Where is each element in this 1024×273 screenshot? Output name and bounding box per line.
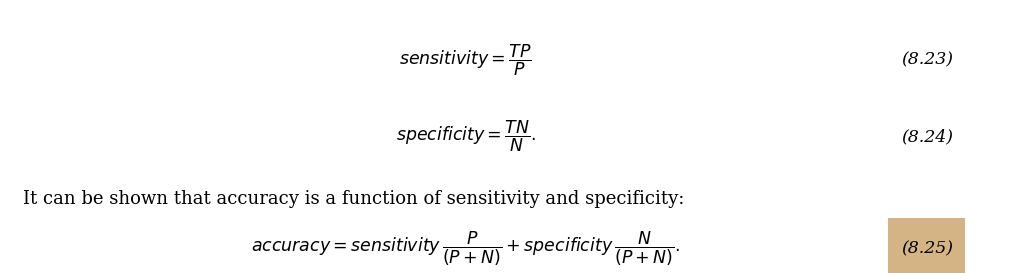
Text: $\mathit{sensitivity} = \dfrac{TP}{P}$: $\mathit{sensitivity} = \dfrac{TP}{P}$ bbox=[399, 42, 532, 78]
FancyBboxPatch shape bbox=[889, 218, 965, 273]
Text: It can be shown that accuracy is a function of sensitivity and specificity:: It can be shown that accuracy is a funct… bbox=[23, 190, 684, 208]
Text: (8.24): (8.24) bbox=[901, 128, 952, 145]
Text: $\mathit{specificity} = \dfrac{TN}{N}.$: $\mathit{specificity} = \dfrac{TN}{N}.$ bbox=[395, 119, 537, 154]
Text: (8.25): (8.25) bbox=[901, 240, 952, 257]
Text: (8.23): (8.23) bbox=[901, 52, 952, 69]
Text: $\mathit{accuracy} = \mathit{sensitivity}\,\dfrac{P}{(P+N)} + \mathit{specificit: $\mathit{accuracy} = \mathit{sensitivity… bbox=[251, 229, 681, 268]
